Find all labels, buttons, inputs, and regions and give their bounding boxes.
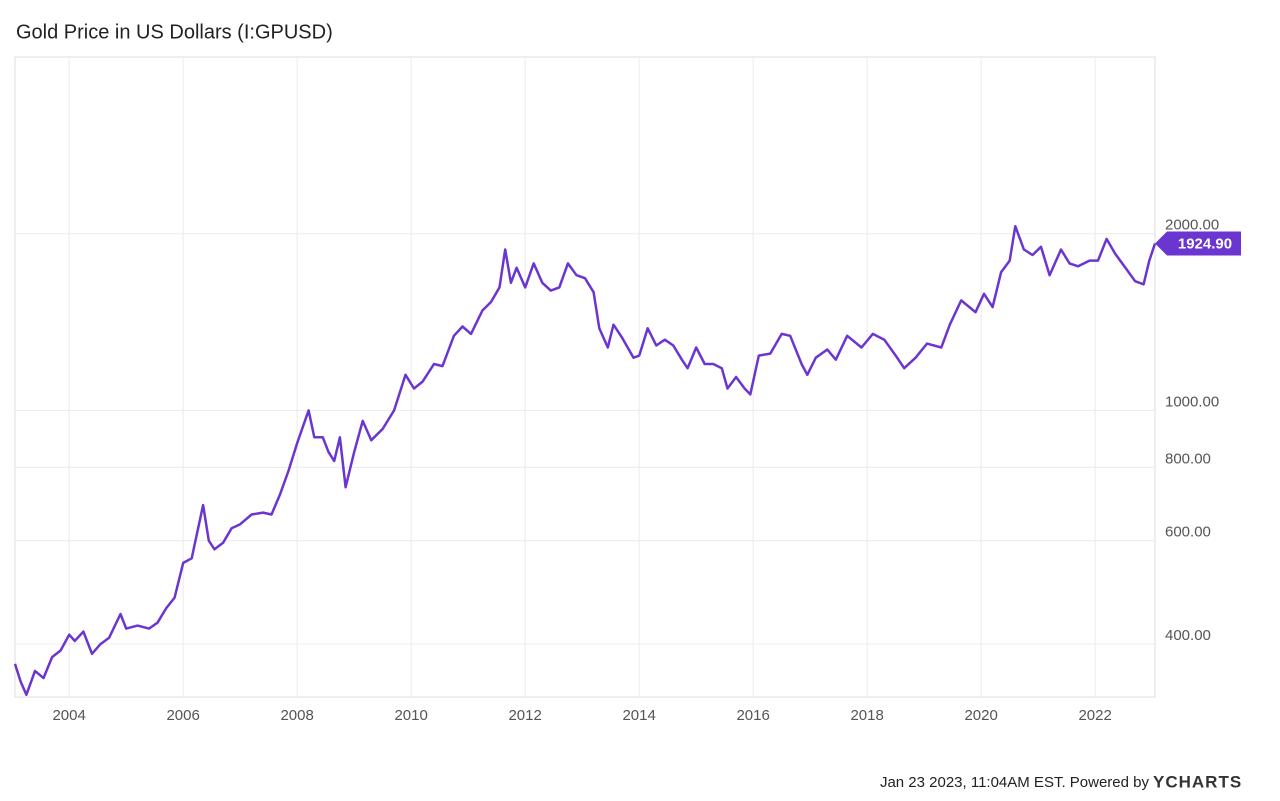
y-tick-label: 2000.00 bbox=[1165, 217, 1219, 234]
last-value-label: 1924.90 bbox=[1178, 235, 1232, 252]
x-tick-label: 2014 bbox=[622, 707, 655, 724]
chart-title: Gold Price in US Dollars (I:GPUSD) bbox=[16, 21, 333, 43]
x-tick-label: 2010 bbox=[394, 707, 427, 724]
x-tick-label: 2020 bbox=[964, 707, 997, 724]
x-tick-label: 2022 bbox=[1078, 707, 1111, 724]
x-tick-label: 2006 bbox=[166, 707, 199, 724]
y-tick-label: 800.00 bbox=[1165, 450, 1211, 467]
x-tick-label: 2016 bbox=[736, 707, 769, 724]
source-note: Jan 23 2023, 11:04AM EST. Powered by bbox=[880, 774, 1150, 791]
y-tick-label: 400.00 bbox=[1165, 627, 1211, 644]
last-value-flag bbox=[1155, 231, 1241, 256]
brand-logo: YCHARTS bbox=[1153, 772, 1242, 791]
x-tick-label: 2008 bbox=[280, 707, 313, 724]
y-tick-label: 600.00 bbox=[1165, 524, 1211, 541]
price-line bbox=[13, 224, 1157, 696]
x-tick-label: 2004 bbox=[52, 707, 85, 724]
x-tick-label: 2018 bbox=[850, 707, 883, 724]
y-tick-label: 1000.00 bbox=[1165, 393, 1219, 410]
plot-frame bbox=[14, 56, 1156, 698]
x-tick-label: 2012 bbox=[508, 707, 541, 724]
